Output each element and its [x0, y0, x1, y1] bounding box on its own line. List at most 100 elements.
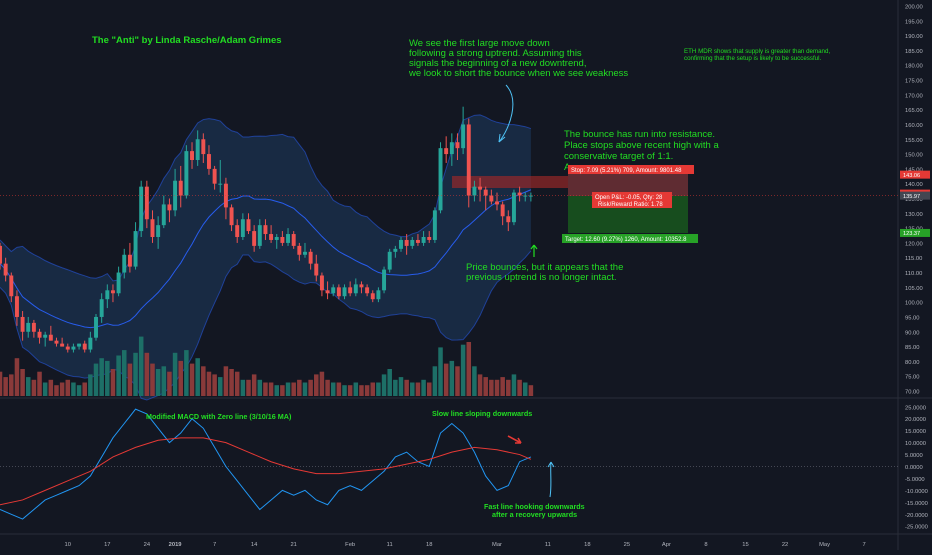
candle-body	[449, 142, 454, 155]
candle-body	[325, 290, 330, 294]
candle-body	[133, 231, 138, 267]
resistance-zone	[452, 176, 568, 188]
volume-bar	[110, 369, 116, 396]
volume-bar	[88, 374, 93, 396]
volume-bar	[449, 360, 455, 396]
volume-bar	[251, 374, 257, 396]
volume-bar	[178, 360, 183, 396]
volume-bar	[404, 379, 409, 396]
volume-bar	[105, 360, 110, 396]
candle-body	[206, 154, 211, 169]
candle-body	[511, 192, 516, 223]
candle-body	[308, 251, 313, 264]
volume-bar	[483, 377, 488, 396]
time-tick-label: 22	[782, 542, 788, 548]
volume-bar	[342, 385, 347, 396]
candle-body	[286, 234, 291, 243]
annotation-move-down-line: we look to short the bounce when we see …	[408, 68, 628, 79]
volume-bar	[522, 382, 528, 396]
candle-body	[314, 263, 319, 276]
candle-body	[495, 201, 499, 205]
candle-body	[184, 151, 189, 196]
volume-bar	[285, 382, 291, 396]
candle-body	[240, 219, 245, 237]
annotation-mdr-line: ETH MDR shows that supply is greater tha…	[684, 48, 830, 55]
candle-body	[173, 180, 178, 211]
time-tick-label: 18	[426, 542, 432, 548]
volume-bar	[150, 363, 155, 396]
candle-body	[410, 239, 415, 246]
candle-body	[99, 299, 104, 317]
candle-body	[195, 139, 200, 160]
time-tick-label: 15	[742, 542, 748, 548]
price-tick-label: 100.00	[905, 301, 923, 307]
volume-bar	[268, 382, 274, 396]
price-tick-label: 195.00	[905, 19, 923, 25]
volume-bar	[291, 382, 296, 396]
volume-bar	[59, 382, 65, 396]
volume-bar	[426, 382, 432, 396]
annotation-resistance-line: The bounce has run into resistance.	[564, 129, 715, 140]
macd-tick-label: 5.0000	[905, 453, 923, 459]
volume-bar	[82, 382, 87, 396]
candle-body	[382, 269, 387, 291]
candle-body	[0, 245, 2, 264]
macd-tick-label: 25.0000	[905, 405, 926, 411]
candle-body	[235, 225, 240, 237]
volume-bar	[359, 385, 364, 396]
candle-body	[31, 322, 36, 332]
candle-body	[353, 284, 358, 294]
candle-body	[291, 234, 296, 246]
price-tick-label: 190.00	[905, 34, 923, 40]
candle-body	[319, 275, 324, 291]
fast-line-label: Fast line hooking downwards after a reco…	[484, 502, 587, 519]
target-label: Target: 12.60 (9.27%) 1260, Amount: 1035…	[562, 234, 698, 243]
volume-bar	[455, 366, 460, 396]
volume-bar	[189, 363, 195, 396]
candle-body	[348, 287, 353, 294]
macd-label: Modified MACD with Zero line (3/10/16 MA…	[146, 412, 292, 421]
time-tick-label: Mar	[492, 542, 502, 548]
candle-body	[444, 148, 449, 155]
price-tick-label: 120.00	[905, 241, 923, 247]
arrow-move-down	[498, 84, 514, 143]
price-tick-label: 145.00	[905, 167, 923, 173]
annotation-bounce: Price bounces, but it appears that the p…	[466, 262, 626, 283]
volume-bar	[410, 382, 415, 396]
annotation-bounce-line: previous uptrend is no longer intact.	[466, 272, 617, 283]
stop-price-label: 143.06	[903, 173, 920, 179]
annotation-resistance: The bounce has run into resistance. Plac…	[564, 129, 721, 162]
volume-bar	[234, 371, 240, 396]
arrow-bounce	[530, 244, 538, 257]
price-tick-label: 175.00	[905, 79, 923, 85]
candle-body	[517, 192, 522, 196]
candle-body	[94, 316, 98, 338]
volume-bar	[528, 385, 534, 396]
volume-bar	[364, 385, 370, 396]
volume-bar	[393, 379, 398, 396]
candle-body	[20, 316, 25, 332]
volume-bar	[229, 369, 234, 396]
price-tick-label: 130.00	[905, 212, 923, 218]
candle-body	[489, 195, 494, 202]
volume-bar	[257, 379, 263, 396]
time-tick-label: 18	[584, 542, 590, 548]
price-tick-label: 70.00	[905, 390, 920, 396]
volume-bar	[212, 374, 217, 396]
price-tick-label: 80.00	[905, 360, 920, 366]
candle-body	[150, 219, 155, 237]
candle-body	[257, 225, 262, 246]
annotation-mdr-line: confirming that the setup is likely to b…	[684, 55, 822, 62]
candle-body	[336, 287, 341, 297]
price-tick-label: 155.00	[905, 138, 923, 144]
stop-label-bg	[568, 165, 694, 174]
price-tick-label: 165.00	[905, 108, 923, 114]
candle-body	[201, 139, 206, 155]
volume-bar	[246, 379, 251, 396]
volume-bar	[506, 379, 511, 396]
macd-tick-label: -15.0000	[905, 501, 928, 507]
rr-label-text: Risk/Reward Ratio: 1.78	[598, 202, 663, 208]
volume-bar	[511, 374, 517, 396]
